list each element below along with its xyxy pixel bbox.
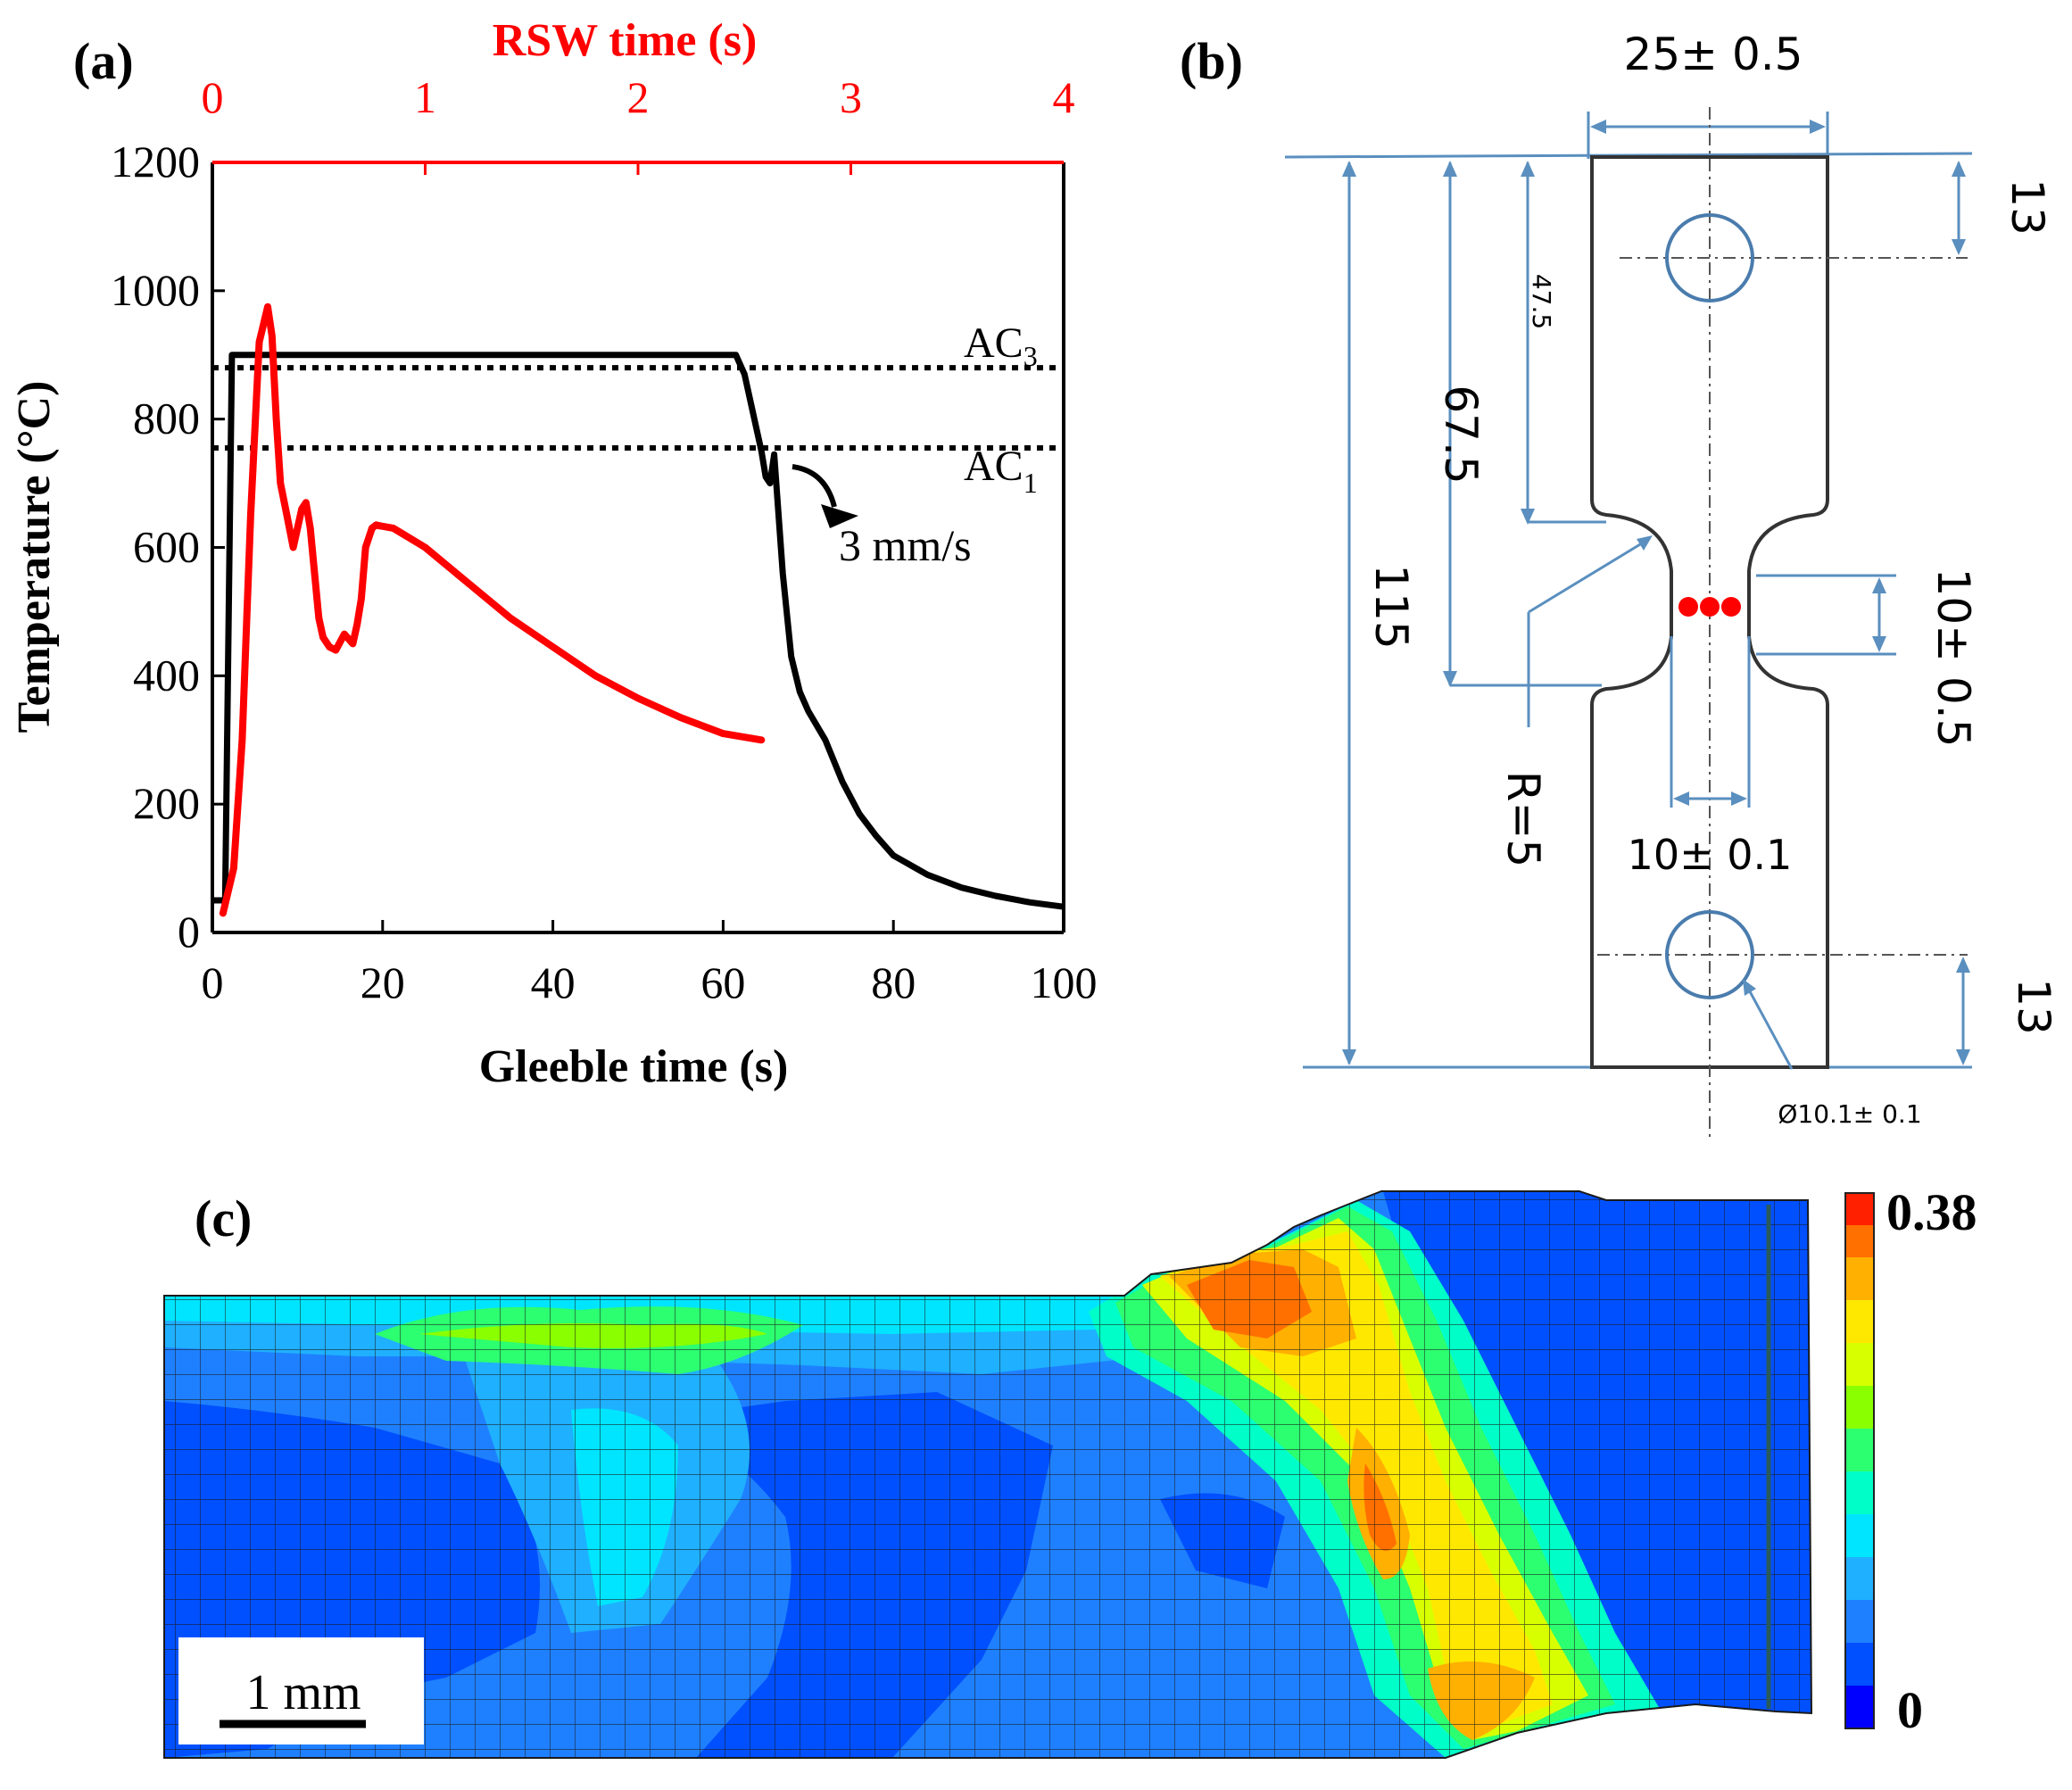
top-tick-label: 4 — [1053, 72, 1075, 122]
measurement-point — [1721, 597, 1741, 617]
measurement-point — [1678, 597, 1698, 617]
dim-67: 67.5 — [1435, 385, 1487, 484]
bottom-hole — [1665, 910, 1754, 999]
measurement-point — [1700, 597, 1720, 617]
y-tick-label: 1200 — [111, 137, 200, 186]
y-tick-label: 1000 — [111, 265, 200, 315]
scale-bar-label: 1 mm — [245, 1665, 361, 1720]
panel-a-label: (a) — [73, 32, 134, 90]
x-axis-ticks: 0 20 40 60 80 100 — [202, 920, 1098, 1007]
y-tick-label: 200 — [133, 778, 200, 828]
top-tick-label: 3 — [840, 72, 862, 122]
top-tick-label: 0 — [202, 72, 224, 122]
rate-arrow — [792, 464, 837, 508]
series-gleeble-line — [212, 352, 1065, 910]
dim-47: 47.5 — [1527, 274, 1556, 329]
panel-a: (a) RSW time (s) Gleeble time (s) Temper… — [9, 15, 1098, 1092]
width-arrow-right — [1810, 120, 1826, 134]
dim-gauge-width: 10± 0.1 — [1628, 831, 1793, 879]
colorbar — [1844, 1192, 1875, 1729]
dim-bottom-arrow-down — [1956, 1049, 1970, 1065]
dim-radius: R=5 — [1497, 771, 1549, 867]
dim-47-arrow-down — [1521, 509, 1535, 525]
x-tick-label: 60 — [700, 957, 745, 1007]
dim-67-arrow-up — [1443, 161, 1457, 177]
dim-width: 25± 0.5 — [1624, 29, 1803, 80]
series-rsw-line — [219, 302, 766, 917]
notch-arrow-down — [1872, 636, 1886, 652]
panel-c-label: (c) — [195, 1189, 252, 1247]
dim-67-arrow-down — [1443, 671, 1457, 687]
dim-115-arrow-down — [1342, 1049, 1356, 1065]
top-tick-label: 1 — [414, 72, 436, 122]
dim-top: 13 — [2002, 178, 2053, 236]
radius-leader-arrow — [1637, 535, 1653, 551]
panel-b-label: (b) — [1180, 32, 1243, 90]
dim-115: 115 — [1365, 564, 1417, 649]
y-axis-title: Temperature (°C) — [9, 381, 60, 733]
bottom-axis-title: Gleeble time (s) — [479, 1041, 789, 1092]
top-axis-ticks: 0 1 2 3 4 — [202, 72, 1075, 175]
dim-115-arrow-up — [1342, 161, 1356, 177]
mesh-boundary — [163, 1190, 1813, 1759]
panel-c: (c) — [163, 1183, 1977, 1759]
gauge-arrow-left — [1673, 791, 1689, 806]
top-tick-label: 2 — [627, 72, 650, 122]
dim-bottom-arrow-up — [1956, 957, 1970, 973]
rate-annotation: 3 mm/s — [839, 520, 972, 570]
y-tick-label: 0 — [178, 907, 200, 957]
dim-hole: Ø10.1± 0.1 — [1778, 1099, 1921, 1129]
colorbar-max: 0.38 — [1886, 1183, 1977, 1241]
notch-arrow-up — [1872, 577, 1886, 593]
y-tick-label: 400 — [133, 650, 200, 700]
x-tick-label: 80 — [871, 957, 916, 1007]
ac1-annotation: AC1 — [964, 443, 1038, 499]
y-tick-label: 800 — [133, 394, 200, 443]
x-tick-label: 40 — [531, 957, 576, 1007]
dim-notch-height: 10± 0.5 — [1927, 568, 1979, 748]
x-tick-label: 20 — [361, 957, 405, 1007]
rate-arrow-head — [821, 504, 858, 528]
dim-top-arrow-down — [1952, 239, 1966, 255]
panel-b: (b) 25± 0.5 13 13 — [1180, 29, 2060, 1142]
ac3-annotation: AC3 — [964, 319, 1038, 372]
colorbar-min: 0 — [1897, 1681, 1923, 1739]
width-arrow-left — [1590, 120, 1606, 134]
top-axis-title: RSW time (s) — [493, 15, 758, 66]
x-tick-label: 100 — [1031, 957, 1098, 1007]
dim-top-arrow-up — [1952, 161, 1966, 177]
y-axis-ticks: 0 200 400 600 800 1000 1200 — [111, 137, 225, 957]
gauge-arrow-right — [1731, 791, 1747, 806]
reference-lines — [212, 365, 1064, 452]
x-tick-label: 0 — [202, 957, 224, 1007]
hole-leader-arrow — [1743, 979, 1756, 996]
dim-bottom: 13 — [2008, 978, 2060, 1035]
y-tick-label: 600 — [133, 522, 200, 572]
radius-leader — [1528, 537, 1650, 614]
top-hole — [1665, 213, 1754, 302]
hole-leader — [1743, 981, 1794, 1070]
dim-47-arrow-up — [1521, 161, 1535, 177]
